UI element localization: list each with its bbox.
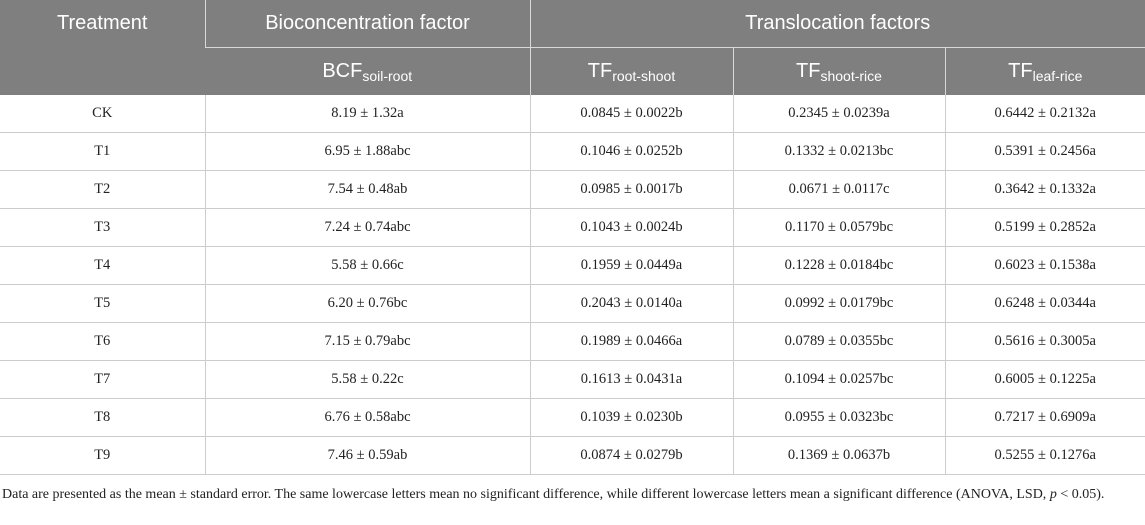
table-cell: 0.1369 ± 0.0637b [732, 436, 945, 475]
table-cell: T1 [0, 132, 205, 171]
table-cell: 0.1043 ± 0.0024b [529, 208, 733, 247]
table-cell: 0.1613 ± 0.0431a [529, 360, 733, 399]
header-sub: shoot-rice [820, 67, 882, 84]
table-cell: 7.46 ± 0.59ab [204, 436, 530, 475]
table-cell: 0.2345 ± 0.0239a [732, 95, 945, 133]
table-cell: 0.6248 ± 0.0344a [944, 284, 1145, 323]
table-cell: 0.5616 ± 0.3005a [944, 322, 1145, 361]
table-cell: 6.95 ± 1.88abc [204, 132, 530, 171]
table-cell: T4 [0, 246, 205, 285]
table-cell: 7.24 ± 0.74abc [204, 208, 530, 247]
header-sub: soil-root [362, 67, 413, 84]
table-cell: 0.0671 ± 0.0117c [732, 170, 945, 209]
data-table: Treatment Bioconcentration factor Transl… [0, 0, 1145, 475]
table-row: T3 7.24 ± 0.74abc 0.1043 ± 0.0024b 0.1170 ±… [0, 208, 1145, 247]
table-cell: 8.19 ± 1.32a [204, 95, 530, 133]
header-cell: TFshoot-rice [732, 47, 945, 95]
header-cell: Translocation factors [529, 0, 1145, 48]
header-cell: Treatment [0, 0, 205, 95]
table-row: T7 5.58 ± 0.22c 0.1613 ± 0.0431a 0.1094 ± 0… [0, 360, 1145, 399]
header-cell: TFleaf-rice [944, 47, 1145, 95]
table-cell: 0.1094 ± 0.0257bc [732, 360, 945, 399]
table-cell: 0.1959 ± 0.0449a [529, 246, 733, 285]
table-cell: 0.5255 ± 0.1276a [944, 436, 1145, 475]
header-cell: BCFsoil-root [205, 47, 530, 95]
header-main: TF [587, 59, 613, 82]
table-cell: T9 [0, 436, 205, 475]
table-cell: T7 [0, 360, 205, 399]
table-cell: 0.0955 ± 0.0323bc [732, 398, 945, 437]
header-main: BCF [322, 59, 363, 82]
footnote-text: p [1049, 487, 1057, 502]
table-cell: 0.2043 ± 0.0140a [529, 284, 733, 323]
table-row: T1 6.95 ± 1.88abc 0.1046 ± 0.0252b 0.1332 ±… [0, 132, 1145, 171]
table-row: T5 6.20 ± 0.76bc 0.2043 ± 0.0140a 0.0992 ± … [0, 284, 1145, 323]
table-cell: 7.15 ± 0.79abc [204, 322, 530, 361]
table-cell: T5 [0, 284, 205, 323]
table-cell: 0.1332 ± 0.0213bc [732, 132, 945, 171]
header-main: TF [796, 59, 821, 82]
header-cell: TFroot-shoot [529, 47, 733, 95]
table-cell: 0.1228 ± 0.0184bc [732, 246, 945, 285]
table-cell: T8 [0, 398, 205, 437]
table-cell: 0.1039 ± 0.0230b [529, 398, 733, 437]
table-cell: 0.0845 ± 0.0022b [529, 95, 733, 133]
table-cell: 7.54 ± 0.48ab [204, 170, 530, 209]
table-row: T2 7.54 ± 0.48ab 0.0985 ± 0.0017b 0.0671 ± … [0, 170, 1145, 209]
table-cell: 0.0985 ± 0.0017b [529, 170, 733, 209]
table-cell: 0.6442 ± 0.2132a [944, 95, 1145, 133]
table-cell: 0.5199 ± 0.2852a [944, 208, 1145, 247]
table-cell: T3 [0, 208, 205, 247]
table-cell: 6.20 ± 0.76bc [204, 284, 530, 323]
table-cell: 0.1046 ± 0.0252b [529, 132, 733, 171]
table-cell: 0.1989 ± 0.0466a [529, 322, 733, 361]
header-sub: root-shoot [612, 67, 676, 84]
table-row: T8 6.76 ± 0.58abc 0.1039 ± 0.0230b 0.0955 ±… [0, 398, 1145, 437]
table-cell: 0.3642 ± 0.1332a [944, 170, 1145, 209]
table-cell: 0.6005 ± 0.1225a [944, 360, 1145, 399]
table-cell: T2 [0, 170, 205, 209]
table-cell: 0.1170 ± 0.0579bc [732, 208, 945, 247]
table-cell: 0.0992 ± 0.0179bc [732, 284, 945, 323]
table-cell: 5.58 ± 0.22c [204, 360, 530, 399]
table-row: T4 5.58 ± 0.66c 0.1959 ± 0.0449a 0.1228 ± 0… [0, 246, 1145, 285]
table-row: T6 7.15 ± 0.79abc 0.1989 ± 0.0466a 0.0789 ±… [0, 322, 1145, 361]
table-cell: 0.0874 ± 0.0279b [529, 436, 733, 475]
table-row: CK 8.19 ± 1.32a 0.0845 ± 0.0022b 0.2345 ± 0… [0, 95, 1145, 133]
header-main: TF [1008, 59, 1033, 82]
table-cell: 0.7217 ± 0.6909a [944, 398, 1145, 437]
footnote-text: Data are presented as the mean ± standar… [2, 487, 1050, 502]
footnote-text: < 0.05). [1056, 487, 1105, 502]
table-cell: 5.58 ± 0.66c [204, 246, 530, 285]
table-cell: T6 [0, 322, 205, 361]
header-sub: leaf-rice [1032, 67, 1083, 84]
header-cell: Bioconcentration factor [204, 0, 530, 48]
table-cell: 6.76 ± 0.58abc [204, 398, 530, 437]
footnote: Data are presented as the mean ± standar… [2, 485, 1143, 505]
table-row: T9 7.46 ± 0.59ab 0.0874 ± 0.0279b 0.1369 ± … [0, 436, 1145, 475]
table-cell: 0.5391 ± 0.2456a [944, 132, 1145, 171]
table-cell: CK [0, 95, 205, 133]
table-cell: 0.0789 ± 0.0355bc [732, 322, 945, 361]
table-cell: 0.6023 ± 0.1538a [944, 246, 1145, 285]
